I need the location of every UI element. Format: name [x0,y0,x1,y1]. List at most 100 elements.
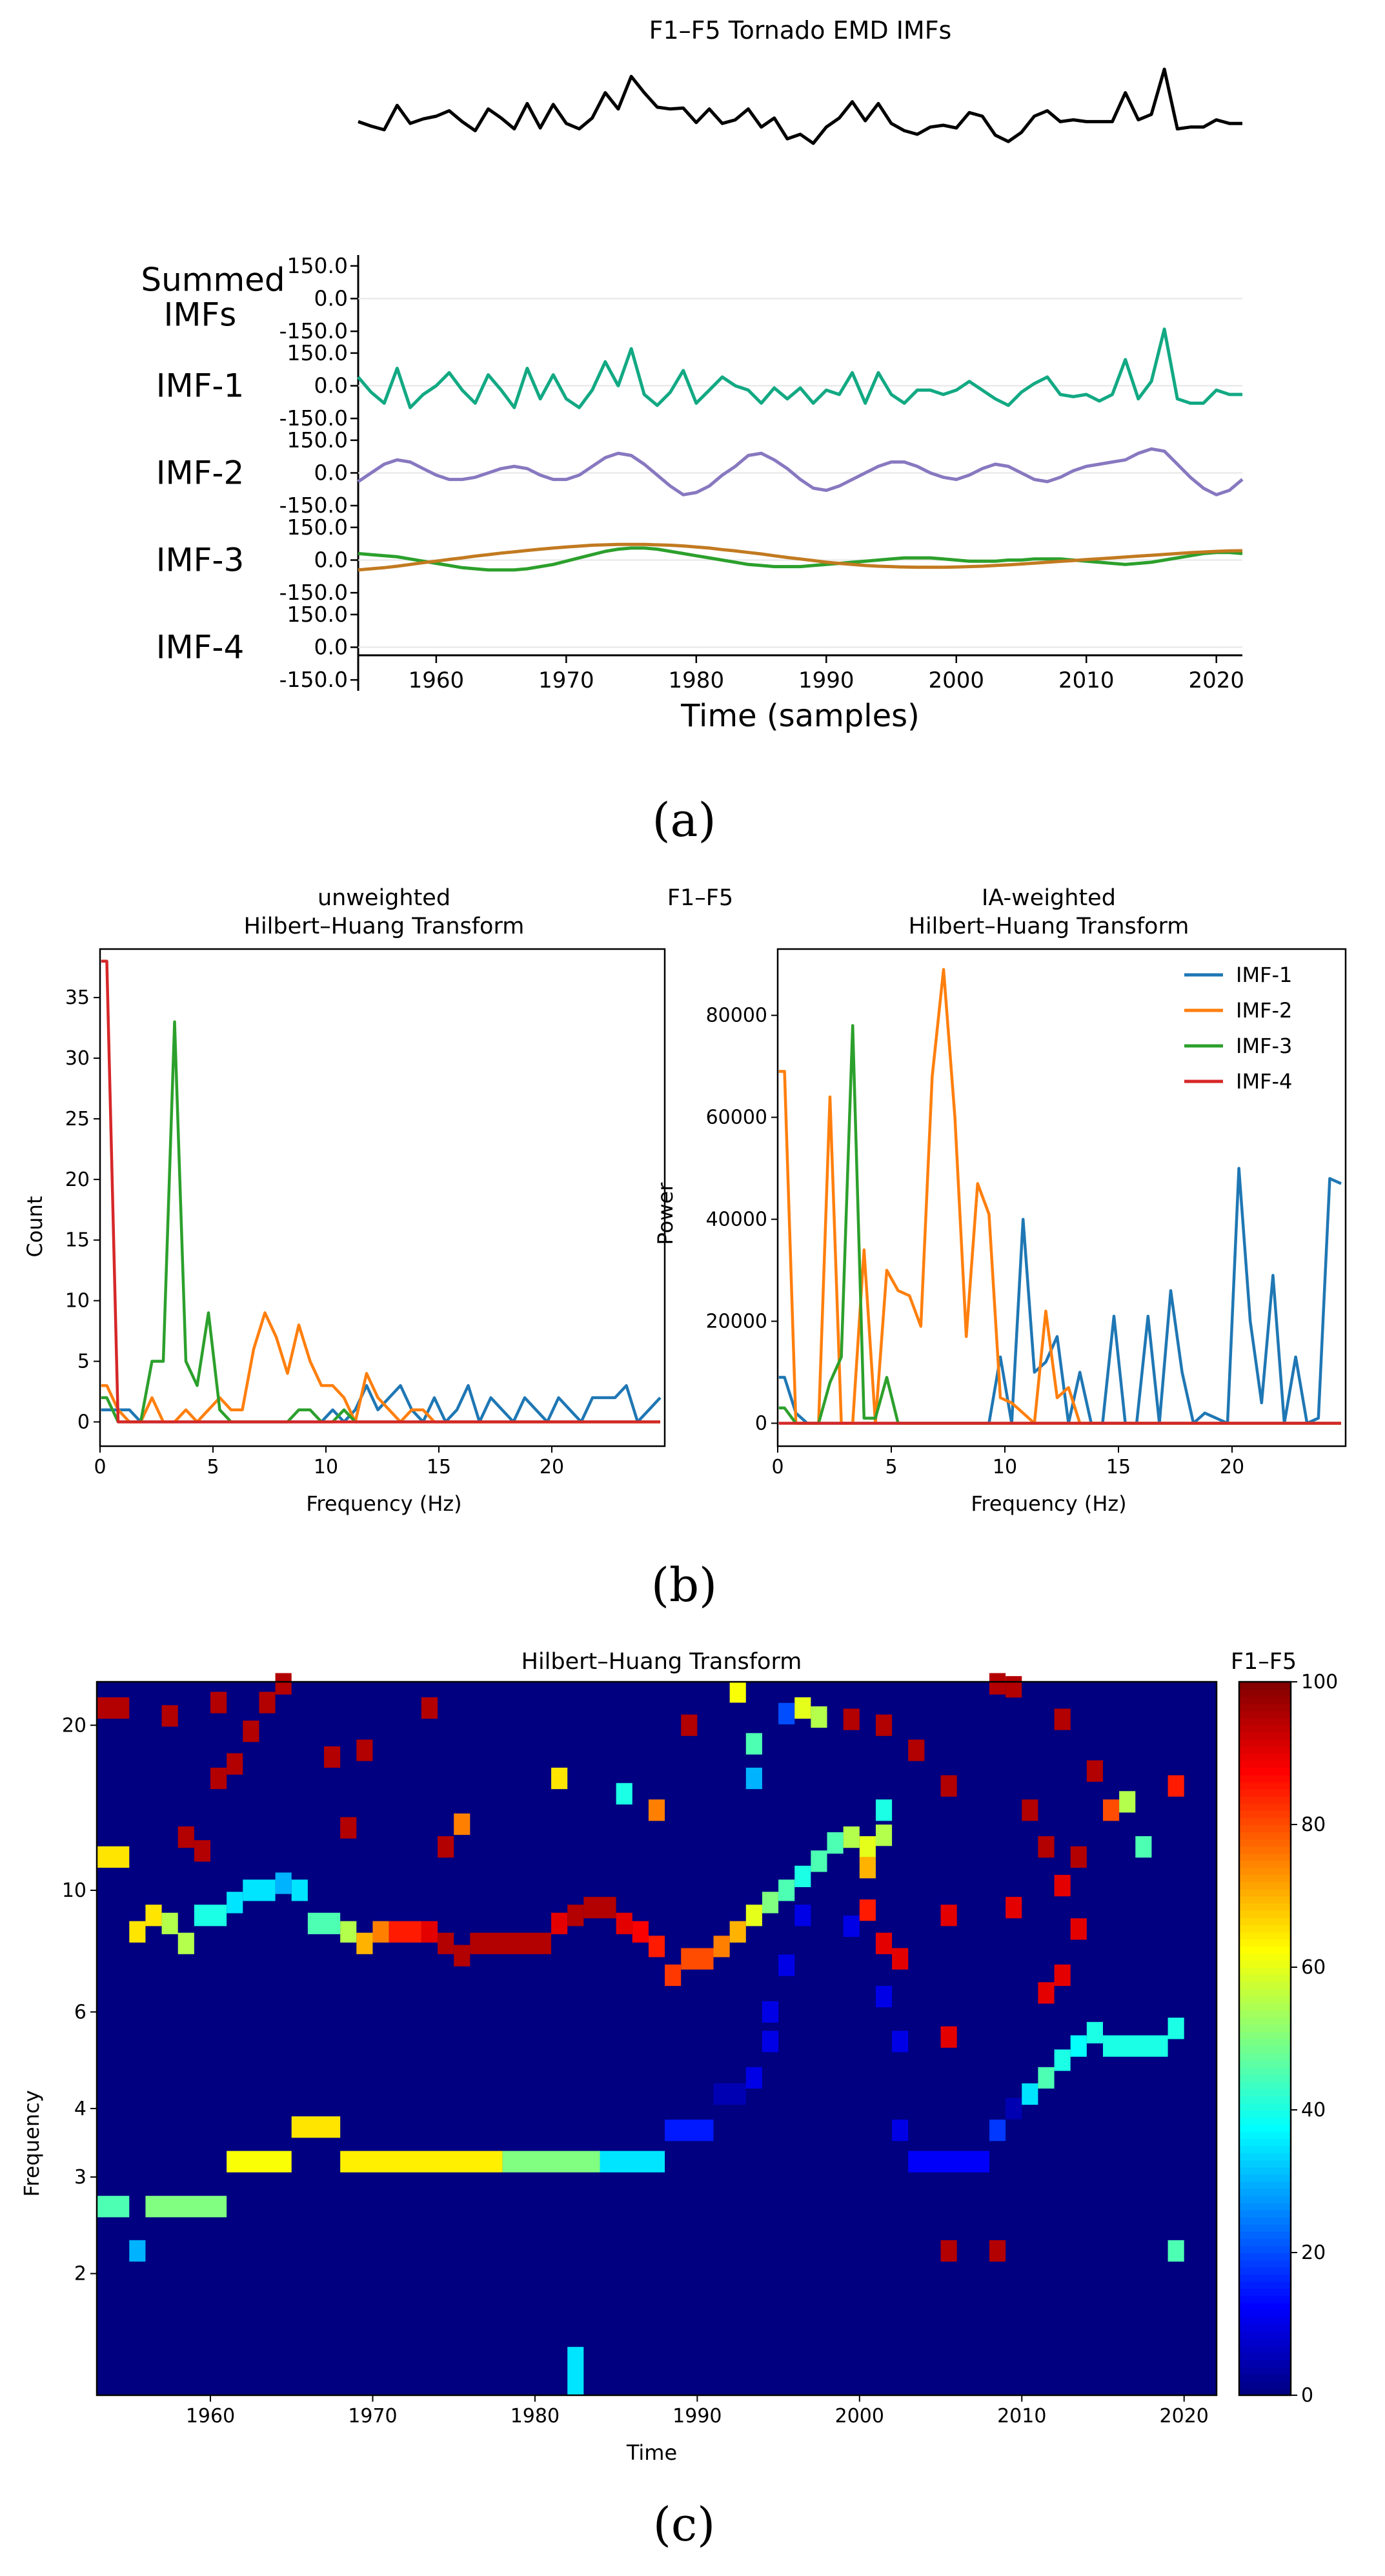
colorbar-step [1239,2366,1291,2375]
y-tick-label: 0 [755,1412,767,1435]
colorbar-step [1239,1724,1291,1733]
heatmap-cell [989,1673,1006,1695]
panel-b-letter: (b) [651,1558,717,1612]
series-line-trend [358,542,1243,572]
colorbar-step [1239,2181,1291,2189]
heatmap-cell [811,1706,827,1728]
colorbar-tick-label: 20 [1301,2242,1326,2264]
colorbar-step [1239,1760,1291,1768]
x-tick-label: 2000 [928,668,984,693]
colorbar-step [1239,1924,1291,1932]
colorbar-step [1239,1825,1291,1833]
heatmap-cell [745,1905,762,1927]
plot-frame [96,1681,1218,2397]
row-y-tick-label: 0.0 [314,635,348,660]
colorbar-step [1239,1767,1291,1775]
y-tick-label: 3 [74,2166,86,2189]
row-y-tick-label: 150.0 [287,602,348,627]
panel-c-letter: (c) [653,2497,716,2551]
colorbar-step [1239,2359,1291,2367]
legend-label-imf-2: IMF-2 [1236,998,1292,1023]
heatmap-cell [745,1733,762,1755]
colorbar-step [1239,1774,1291,1783]
x-tick-label: 1960 [409,668,465,693]
heatmap-cell [762,1892,779,1914]
heatmap-cell [372,1921,389,1943]
heatmap-cell [940,2026,957,2048]
x-tick-label: 2000 [835,2405,884,2428]
colorbar-step [1239,2209,1291,2218]
heatmap-cell [794,1905,811,1927]
heatmap-cell [145,1905,162,1927]
plot-frame [99,948,666,1447]
heatmap-cell [632,1921,649,1943]
row-y-tick-label: 0.0 [314,460,348,486]
heatmap-cell [275,1872,292,1894]
heatmap-cell [892,2120,909,2142]
heatmap-cell [421,1697,438,1719]
heatmap-cell [843,1826,860,1848]
x-tick-label: 1990 [672,2405,722,2428]
colorbar-step [1239,1967,1291,1976]
heatmap-cell [794,1697,811,1719]
colorbar-step [1239,2302,1291,2311]
colorbar-step [1239,1696,1291,1704]
colorbar-step [1239,2045,1291,2054]
y-tick-label: 15 [65,1229,90,1252]
colorbar-step [1239,2260,1291,2268]
heatmap-cell [421,1921,438,1943]
legend-label-imf-4: IMF-4 [1236,1069,1292,1094]
y-tick-label: 0 [77,1411,90,1433]
colorbar-step [1239,2324,1291,2332]
heatmap-cell [940,1905,957,1927]
heatmap-cell [859,1857,876,1879]
x-tick-label: 10 [314,1456,338,1478]
heatmap-cell [1054,1964,1071,1987]
x-tick-label: 1990 [798,668,854,693]
x-tick-label: 15 [1106,1456,1131,1478]
colorbar-step [1239,1945,1291,1954]
x-tick-label: 20 [540,1456,564,1478]
panel-b-right-subtitle: Hilbert–Huang Transform [909,914,1189,939]
heatmap-cell [1086,2021,1103,2044]
x-tick-label: 1970 [348,2405,397,2428]
row-label-line2: IMFs [164,296,237,334]
colorbar-step [1239,1917,1291,1925]
heatmap-cell [989,2120,1006,2142]
heatmap-cell [243,1879,276,1901]
colorbar-step [1239,1717,1291,1726]
panel-b-left-plot: 0 5 10 15 20 0 5 10 15 20 25 30 35 [65,948,666,1478]
heatmap-cell [875,1799,893,1821]
heatmap-cell [859,1899,876,1921]
colorbar-frame [1238,1681,1292,2397]
heatmap-cell [567,2347,584,2395]
heatmap-cell [827,1832,844,1854]
colorbar-step [1239,2052,1291,2061]
legend-label-imf-3: IMF-3 [1236,1034,1292,1058]
heatmap-background [97,1682,1217,2395]
colorbar-step [1239,2174,1291,2182]
colorbar-step [1239,2288,1291,2296]
heatmap-cell [1054,1875,1071,1897]
y-tick-label: 2 [74,2263,86,2285]
y-tick-label: 80000 [706,1005,767,1027]
heatmap-cell [340,1817,357,1839]
series-line-imf-2 [357,447,1244,496]
heatmap-cell [892,1948,909,1970]
heatmap-cell [681,1714,698,1736]
heatmap-cell [1022,2083,1038,2105]
colorbar-step [1239,2380,1291,2389]
row-y-tick-label: 150.0 [287,515,348,540]
colorbar-step [1239,2095,1291,2103]
heatmap-cell [551,1767,568,1790]
heatmap-cell [438,1932,454,1954]
series-line-imf-1 [101,1384,662,1424]
row-label: IMF-1 [156,367,245,405]
heatmap-cell [243,1720,259,1743]
heatmap-cell [681,1948,714,1970]
colorbar-step [1239,1817,1291,1825]
heatmap-cell [340,1921,357,1943]
colorbar-step [1239,2216,1291,2225]
colorbar-step [1239,1732,1291,1740]
heatmap-cell [908,1739,925,1761]
